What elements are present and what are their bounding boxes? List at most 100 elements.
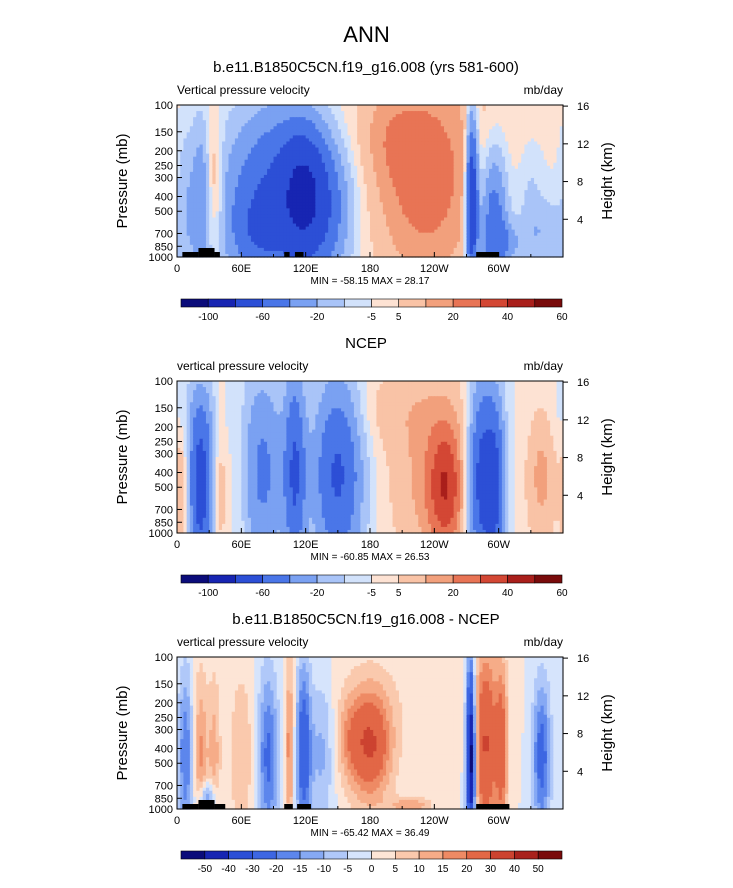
y-axis-label: Pressure (mb)	[114, 685, 131, 780]
colorbar: -50 -40 -30 -20 -15 -10 -5 0 5 10 15 20 30 40 50	[180, 850, 563, 875]
y-tick-label: 200	[155, 422, 173, 434]
colorbar-label: 40	[502, 588, 514, 599]
colorbar-swatch	[425, 574, 454, 584]
colorbar-swatch	[490, 850, 515, 860]
colorbar-swatch	[398, 574, 427, 584]
colorbar-swatch	[371, 850, 396, 860]
colorbar-swatch	[207, 574, 236, 584]
x-tick-label: 60W	[487, 815, 510, 827]
colorbar-label: 60	[556, 588, 568, 599]
x-tick-label: 60E	[232, 539, 252, 551]
panel-title: b.e11.B1850C5CN.f19_g16.008 - NCEP	[232, 611, 499, 628]
colorbar-swatch	[180, 298, 209, 308]
colorbar-swatch	[235, 574, 263, 584]
y-tick-label: 850	[155, 241, 173, 253]
colorbar-label: 40	[509, 864, 521, 875]
colorbar-swatch	[207, 298, 236, 308]
y-axis-label: Pressure (mb)	[114, 133, 131, 228]
y-tick-label: 100	[155, 376, 173, 388]
contour-field	[177, 657, 564, 810]
y-axis-label: Pressure (mb)	[114, 409, 131, 504]
colorbar-label: 60	[556, 312, 568, 323]
colorbar-swatch	[316, 298, 345, 308]
y-tick-label: 100	[155, 652, 173, 664]
y-right-tick-label: 8	[577, 729, 583, 741]
colorbar-label: -100	[198, 588, 218, 599]
colorbar-swatch	[534, 298, 563, 308]
colorbar-label: 30	[485, 864, 497, 875]
x-tick-label: 120W	[420, 263, 449, 275]
colorbar-swatch	[480, 298, 508, 308]
x-tick-label: 120E	[293, 815, 319, 827]
panel-title: b.e11.B1850C5CN.f19_g16.008 (yrs 581-600…	[213, 59, 519, 76]
y-tick-label: 150	[155, 403, 173, 415]
colorbar-label: -20	[310, 588, 325, 599]
y-right-tick-label: 16	[577, 101, 589, 113]
x-tick-label: 120W	[420, 539, 449, 551]
min-max-stats: MIN = -60.85 MAX = 26.53	[311, 552, 430, 563]
colorbar-label: 10	[414, 864, 426, 875]
y-right-axis-label: Height (km)	[599, 694, 616, 772]
y-tick-label: 250	[155, 160, 173, 172]
topography-block	[214, 804, 226, 809]
colorbar-swatch	[343, 298, 372, 308]
y-tick-label: 150	[155, 679, 173, 691]
topography-block	[284, 804, 293, 809]
y-tick-label: 150	[155, 127, 173, 139]
y-tick-label: 250	[155, 436, 173, 448]
colorbar-label: -5	[343, 864, 352, 875]
topography-block	[294, 252, 304, 257]
x-tick-label: 120W	[420, 815, 449, 827]
x-tick-label: 180	[361, 539, 379, 551]
main-title: ANN	[343, 22, 390, 47]
colorbar-swatch	[442, 850, 468, 860]
min-max-stats: MIN = -65.42 MAX = 36.49	[311, 828, 430, 839]
x-tick-label: 120E	[293, 263, 319, 275]
y-tick-label: 700	[155, 504, 173, 516]
y-tick-label: 300	[155, 173, 173, 185]
x-tick-label: 60E	[232, 263, 252, 275]
colorbar-swatch	[262, 298, 291, 308]
colorbar-swatch	[289, 574, 318, 584]
colorbar-label: -60	[255, 588, 270, 599]
y-tick-label: 1000	[149, 804, 173, 816]
y-tick-label: 850	[155, 793, 173, 805]
x-tick-label: 0	[174, 263, 180, 275]
y-right-tick-label: 16	[577, 653, 589, 665]
colorbar-label: -100	[198, 312, 218, 323]
topography-block	[284, 252, 290, 257]
panel-title: NCEP	[345, 335, 387, 352]
y-right-tick-label: 16	[577, 377, 589, 389]
y-tick-label: 700	[155, 228, 173, 240]
colorbar-label: -20	[310, 312, 325, 323]
units-label: mb/day	[524, 83, 563, 97]
colorbar-label: 5	[396, 312, 402, 323]
colorbar-label: 40	[502, 312, 514, 323]
colorbar-swatch	[418, 850, 444, 860]
colorbar: -100 -60 -20 -5 5 20 40 60	[180, 574, 568, 599]
colorbar-label: -15	[293, 864, 308, 875]
y-right-tick-label: 12	[577, 691, 589, 703]
x-tick-label: 180	[361, 815, 379, 827]
colorbar-label: -20	[269, 864, 284, 875]
colorbar-label: -5	[367, 588, 376, 599]
colorbar-label: 20	[461, 864, 473, 875]
left-label: vertical pressure velocity	[177, 359, 308, 373]
colorbar-label: -40	[221, 864, 236, 875]
colorbar-swatch	[480, 574, 508, 584]
y-tick-label: 250	[155, 712, 173, 724]
units-label: mb/day	[524, 359, 563, 373]
colorbar-swatch	[180, 850, 206, 860]
topography-block	[182, 252, 199, 257]
y-right-axis-label: Height (km)	[599, 418, 616, 496]
colorbar-swatch	[235, 298, 263, 308]
panel-3: b.e11.B1850C5CN.f19_g16.008 - NCEP vertic…	[114, 611, 616, 875]
y-tick-label: 850	[155, 517, 173, 529]
colorbar-label: 0	[369, 864, 375, 875]
colorbar-swatch	[343, 574, 372, 584]
colorbar-swatch	[252, 850, 277, 860]
colorbar: -100 -60 -20 -5 5 20 40 60	[180, 298, 568, 323]
colorbar-swatch	[275, 850, 301, 860]
colorbar-swatch	[371, 574, 400, 584]
y-tick-label: 500	[155, 206, 173, 218]
